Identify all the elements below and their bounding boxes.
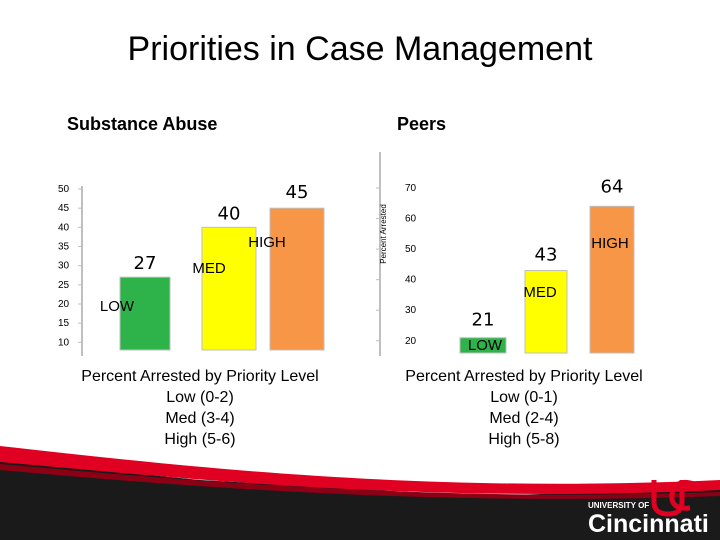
logo-university-text: UNIVERSITY OF bbox=[588, 501, 649, 510]
right-y-tick-label: 30 bbox=[405, 305, 417, 316]
right-caption: Percent Arrested by Priority Level Low (… bbox=[374, 366, 674, 450]
slide-title: Priorities in Case Management bbox=[127, 30, 593, 68]
left-caption-line: High (5-6) bbox=[164, 431, 236, 448]
left-y-tick-label: 20 bbox=[58, 299, 70, 310]
left-bar-med bbox=[201, 226, 257, 351]
left-y-tick-label: 30 bbox=[58, 261, 70, 272]
uc-logo-mark bbox=[651, 479, 695, 517]
left-y-tick-label: 15 bbox=[58, 318, 70, 329]
right-y-axis-label: Percent Arrested bbox=[379, 204, 388, 264]
right-caption-line: Low (0-1) bbox=[490, 389, 558, 406]
left-caption: Percent Arrested by Priority Level Low (… bbox=[50, 366, 350, 450]
peers-heading: Peers bbox=[397, 114, 447, 134]
right-bar-low bbox=[459, 337, 507, 354]
right-y-tick-label: 70 bbox=[405, 183, 417, 194]
footer-red-swoosh bbox=[0, 446, 720, 494]
left-category-label: HIGH bbox=[248, 234, 286, 251]
right-category-label: LOW bbox=[468, 337, 503, 354]
left-y-tick-label: 35 bbox=[58, 242, 70, 253]
left-y-tick-label: 45 bbox=[58, 203, 70, 214]
logo-cincinnati-text: Cincinnati bbox=[588, 510, 709, 538]
substance-abuse-heading: Substance Abuse bbox=[67, 114, 218, 134]
left-caption-line: Med (3-4) bbox=[165, 410, 235, 427]
right-category-label: MED bbox=[523, 284, 557, 301]
left-caption-line: Percent Arrested by Priority Level bbox=[81, 368, 319, 385]
footer-red-shadow bbox=[0, 464, 720, 499]
right-y-tick-label: 50 bbox=[405, 244, 417, 255]
right-value-label: 64 bbox=[601, 176, 624, 197]
left-y-tick-label: 40 bbox=[58, 222, 70, 233]
right-value-label: 21 bbox=[472, 310, 495, 331]
right-y-tick-label: 20 bbox=[405, 336, 417, 347]
right-bar-med bbox=[524, 270, 568, 354]
right-value-label: 43 bbox=[535, 245, 558, 266]
right-bar-high bbox=[589, 205, 635, 354]
left-y-tick-label: 10 bbox=[58, 337, 70, 348]
right-y-tick-label: 60 bbox=[405, 214, 417, 225]
right-caption-line: High (5-8) bbox=[488, 431, 560, 448]
left-bar-high bbox=[269, 207, 325, 351]
right-category-label: HIGH bbox=[591, 235, 629, 252]
left-value-label: 40 bbox=[218, 203, 241, 224]
left-caption-line: Low (0-2) bbox=[166, 389, 234, 406]
right-y-tick-label: 40 bbox=[405, 275, 417, 286]
left-y-tick-label: 50 bbox=[58, 184, 70, 195]
left-value-label: 45 bbox=[286, 182, 309, 203]
left-category-label: LOW bbox=[100, 298, 135, 315]
right-caption-line: Percent Arrested by Priority Level bbox=[405, 368, 643, 385]
right-caption-line: Med (2-4) bbox=[489, 410, 559, 427]
left-bar-low bbox=[119, 276, 171, 351]
left-y-tick-label: 25 bbox=[58, 280, 70, 291]
left-category-label: MED bbox=[192, 260, 226, 277]
footer-band: UNIVERSITY OF Cincinnati bbox=[0, 446, 720, 540]
left-value-label: 27 bbox=[134, 253, 157, 274]
